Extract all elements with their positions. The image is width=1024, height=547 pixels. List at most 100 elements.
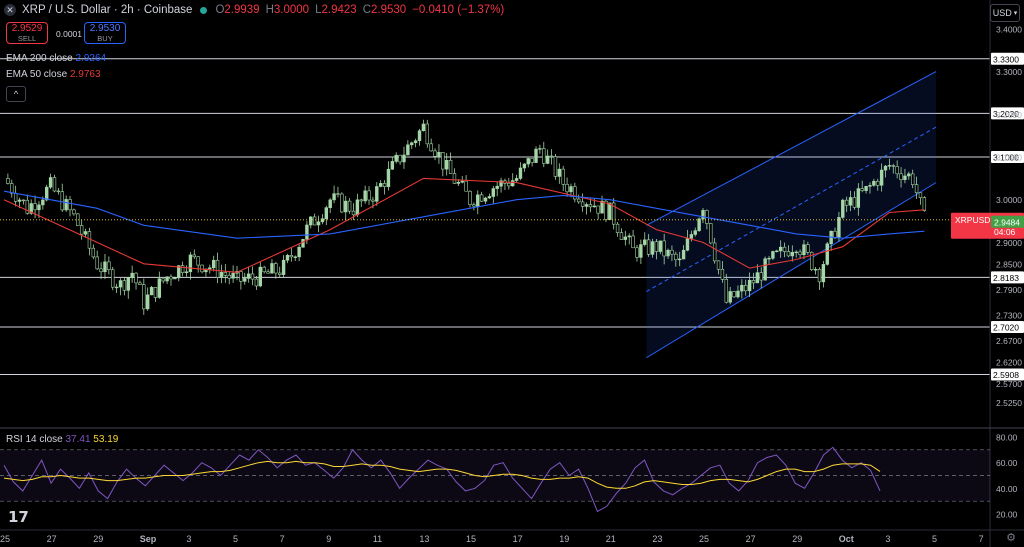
candle: [243, 272, 247, 285]
ema50-legend[interactable]: EMA 50 close 2.9763: [6, 69, 101, 80]
candle: [48, 173, 53, 190]
candle-body: [615, 223, 620, 233]
channel-lower-line: [646, 182, 937, 359]
candle-body: [258, 266, 262, 287]
candle: [212, 255, 216, 272]
candle-body: [600, 200, 604, 214]
spread-value: 0.0001: [56, 29, 82, 39]
candle-body: [759, 272, 763, 281]
candle-body: [309, 216, 313, 226]
candle-body: [860, 188, 864, 191]
tradingview-logo-icon[interactable]: 17: [8, 508, 29, 526]
candle-body: [378, 183, 383, 187]
candle: [138, 280, 142, 285]
candle: [472, 202, 476, 211]
candle-body: [778, 246, 783, 252]
candle-body: [802, 244, 806, 256]
candle: [239, 270, 243, 290]
horizontal-level-label: 3.3300: [991, 52, 1024, 65]
candle-body: [681, 249, 686, 260]
candle: [344, 196, 348, 221]
candle-body: [398, 154, 402, 163]
candle: [444, 153, 449, 176]
close-icon[interactable]: ✕: [4, 4, 16, 16]
candle-body: [740, 284, 744, 292]
rsi-tick-label: 60.00: [996, 458, 1018, 468]
candle-body: [573, 186, 577, 200]
candle-body: [208, 267, 212, 270]
chart-header: ✕ XRP / U.S. Dollar · 2h · Coinbase O2.9…: [4, 4, 504, 16]
candle-body: [553, 156, 558, 177]
candle-body: [17, 199, 22, 202]
change-value: −0.0410 (−1.37%): [412, 4, 505, 16]
candle: [914, 176, 919, 200]
candle: [483, 196, 488, 205]
candle: [95, 250, 99, 270]
horizontal-level-text: 3.2020: [993, 109, 1019, 119]
candle-body: [798, 251, 802, 256]
candle: [60, 183, 64, 212]
candle-body: [821, 264, 826, 283]
candle-body: [278, 272, 282, 275]
market-open-dot-icon: [200, 6, 208, 14]
candle-body: [394, 154, 398, 162]
candle: [99, 262, 103, 280]
candle: [441, 151, 445, 177]
candle-body: [883, 165, 888, 171]
candle: [615, 222, 620, 237]
time-tick-label: 19: [559, 534, 569, 544]
candle-body: [495, 185, 499, 189]
rsi-tick-label: 40.00: [996, 484, 1018, 494]
high-label: H: [265, 4, 274, 16]
candle: [394, 152, 398, 164]
buy-button[interactable]: 2.9530 BUY: [84, 22, 126, 44]
candle-body: [355, 199, 360, 216]
candle-body: [169, 276, 173, 280]
candle-body: [732, 291, 736, 298]
currency-button[interactable]: USD ▾: [990, 4, 1020, 22]
rsi-tick-label: 20.00: [996, 510, 1018, 520]
rsi-legend[interactable]: RSI 14 close 37.41 53.19: [6, 434, 118, 445]
candle-body: [359, 199, 363, 202]
candle: [324, 205, 329, 225]
sell-button[interactable]: 2.9529 SELL: [6, 22, 48, 44]
candle: [910, 169, 915, 189]
horizontal-level-text: 3.1000: [993, 153, 1019, 163]
regression-channel-fill: [646, 71, 936, 358]
candle-body: [293, 256, 297, 258]
candle-body: [685, 238, 690, 251]
candle: [223, 264, 228, 283]
candle: [328, 197, 332, 214]
candle: [557, 163, 562, 184]
candle-body: [491, 188, 495, 197]
candle-body: [747, 280, 752, 292]
candle: [114, 283, 119, 294]
candle: [281, 255, 286, 278]
candle: [169, 274, 173, 286]
candle-body: [557, 168, 562, 177]
collapse-legend-button[interactable]: ^: [6, 86, 26, 102]
candle-body: [196, 256, 200, 266]
candle: [755, 264, 760, 284]
candle-body: [441, 151, 445, 170]
candle: [219, 264, 224, 284]
horizontal-level-label: 3.2020: [991, 107, 1024, 120]
candle-body: [336, 193, 340, 195]
candle-body: [184, 271, 189, 274]
buy-label: BUY: [97, 34, 113, 43]
candle-body: [577, 198, 581, 203]
candle-body: [406, 144, 410, 156]
candle: [619, 228, 624, 240]
candle: [6, 173, 10, 185]
candle: [487, 193, 492, 199]
close-label: C: [362, 4, 371, 16]
settings-gear-icon[interactable]: ⚙: [1006, 532, 1016, 544]
ema200-legend[interactable]: EMA 200 close 2.9264: [6, 53, 106, 64]
candle-body: [386, 168, 391, 187]
horizontal-level-text: 3.3300: [993, 54, 1019, 64]
time-tick-label: 5: [932, 534, 937, 544]
symbol-title[interactable]: XRP / U.S. Dollar · 2h · Coinbase: [22, 4, 193, 16]
candle: [522, 163, 527, 172]
horizontal-level-text: 2.5908: [993, 370, 1019, 380]
